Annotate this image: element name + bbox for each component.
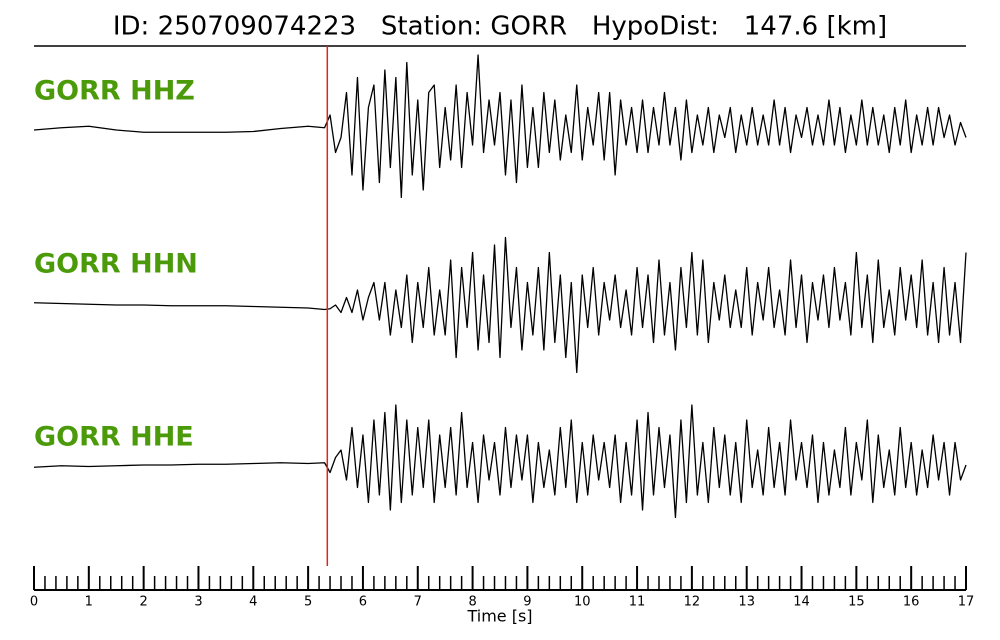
- trace-label: GORR HHZ: [34, 76, 195, 107]
- x-tick-label: 15: [848, 595, 865, 610]
- x-tick-label: 14: [793, 595, 810, 610]
- x-tick-label: 10: [574, 595, 591, 610]
- x-tick-label: 12: [684, 595, 701, 610]
- x-tick-label: 8: [468, 595, 476, 610]
- x-tick-label: 7: [414, 595, 422, 610]
- x-tick-label: 5: [304, 595, 312, 610]
- x-tick-label: 1: [85, 595, 93, 610]
- x-tick-label: 11: [629, 595, 646, 610]
- x-tick-label: 17: [958, 595, 975, 610]
- x-axis-label: Time [s]: [466, 607, 532, 626]
- chart-title: ID: 250709074223 Station: GORR HypoDist:…: [113, 12, 887, 42]
- x-tick-label: 13: [738, 595, 755, 610]
- x-tick-label: 6: [359, 595, 367, 610]
- x-tick-label: 2: [140, 595, 148, 610]
- waveform: [33, 236, 967, 374]
- waveform: [33, 404, 967, 519]
- waveform: [33, 54, 967, 199]
- trace-label: GORR HHN: [34, 249, 198, 280]
- trace-label: GORR HHE: [34, 422, 194, 453]
- x-tick-label: 9: [523, 595, 531, 610]
- x-tick-label: 0: [30, 595, 38, 610]
- x-tick-label: 4: [249, 595, 257, 610]
- x-tick-label: 3: [194, 595, 202, 610]
- x-tick-label: 16: [903, 595, 920, 610]
